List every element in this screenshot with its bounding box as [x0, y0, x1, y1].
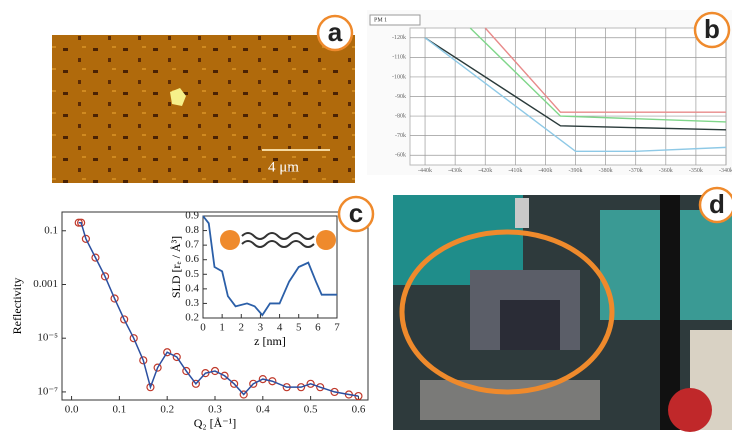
x-tick-label: -430k	[448, 168, 462, 174]
panel-label: d	[709, 189, 725, 219]
panel-label: c	[349, 198, 363, 228]
x-tick-label: 0.5	[304, 403, 318, 415]
y-tick-label: 0.4	[185, 282, 199, 294]
y-axis-label: SLD [rₑ / Å³]	[169, 236, 183, 298]
x-tick-label: -440k	[418, 168, 432, 174]
y-tick-label: 0.6	[185, 253, 199, 265]
x-axis-label: Q₂ [Å⁻¹]	[194, 416, 236, 430]
figure: 4 μm -120k -110k -100k -90k -80k -70k -60k -440…	[0, 0, 732, 437]
y-tick-label: 0.1	[44, 224, 58, 236]
x-tick-label: 0.3	[208, 403, 222, 415]
y-axis-label: Reflectivity	[10, 278, 24, 335]
molecule-head	[316, 230, 336, 250]
y-tick-label: 0.001	[33, 278, 58, 290]
y-tick-label: 10⁻⁷	[37, 385, 58, 397]
x-tick-label: 0.2	[160, 403, 174, 415]
y-tick-label: -60k	[395, 153, 406, 159]
y-tick-label: 0.3	[185, 297, 199, 309]
x-tick-label: -400k	[538, 168, 552, 174]
x-tick-label: -380k	[599, 168, 613, 174]
legend-label: PM 1	[374, 17, 387, 23]
x-tick-label: 2	[239, 321, 245, 333]
x-tick-label: 1	[219, 321, 225, 333]
x-tick-label: 4	[277, 321, 283, 333]
x-tick-label: -340k	[719, 168, 732, 174]
x-tick-label: -420k	[478, 168, 492, 174]
y-tick-label: 0.2	[185, 312, 199, 324]
x-tick-label: 0.4	[256, 403, 270, 415]
x-tick-label: 6	[315, 321, 321, 333]
scale-bar-label: 4 μm	[268, 159, 299, 175]
y-tick-label: -100k	[392, 74, 406, 80]
y-tick-label: 0.8	[185, 224, 199, 236]
x-tick-label: 7	[334, 321, 340, 333]
molecule-head	[220, 230, 240, 250]
y-tick-label: 10⁻⁵	[37, 332, 58, 344]
x-tick-label: 0.1	[113, 403, 127, 415]
panel-label: b	[704, 14, 720, 44]
y-tick-label: -80k	[395, 113, 406, 119]
y-tick-label: 0.7	[185, 239, 199, 251]
x-tick-label: -390k	[569, 168, 583, 174]
x-tick-label: -410k	[508, 168, 522, 174]
y-tick-label: 0.5	[185, 268, 199, 280]
x-tick-label: 5	[296, 321, 302, 333]
panel-c-inset: 0.2 0.3 0.4 0.5 0.6 0.7 0.8 0.9 0 1 2 3 4 5 6 7 z [nm] SL…	[169, 210, 341, 348]
afm-image: 4 μm	[52, 35, 355, 183]
y-tick-label: 0.9	[185, 210, 199, 222]
y-tick-label: -70k	[395, 133, 406, 139]
x-tick-label: 0.0	[65, 403, 79, 415]
x-tick-label: -360k	[659, 168, 673, 174]
setup-photo	[393, 195, 732, 432]
panel-b: -120k -110k -100k -90k -80k -70k -60k -440k -430…	[367, 10, 732, 175]
x-tick-label: 0.6	[352, 403, 366, 415]
y-tick-label: -110k	[392, 55, 406, 61]
x-axis-label: z [nm]	[254, 334, 286, 348]
panel-label: a	[328, 17, 343, 47]
x-tick-label: 3	[258, 321, 264, 333]
y-tick-label: -90k	[395, 94, 406, 100]
x-tick-label: 0	[200, 321, 206, 333]
x-tick-label: -350k	[689, 168, 703, 174]
x-tick-label: -370k	[629, 168, 643, 174]
y-tick-label: -120k	[392, 35, 406, 41]
